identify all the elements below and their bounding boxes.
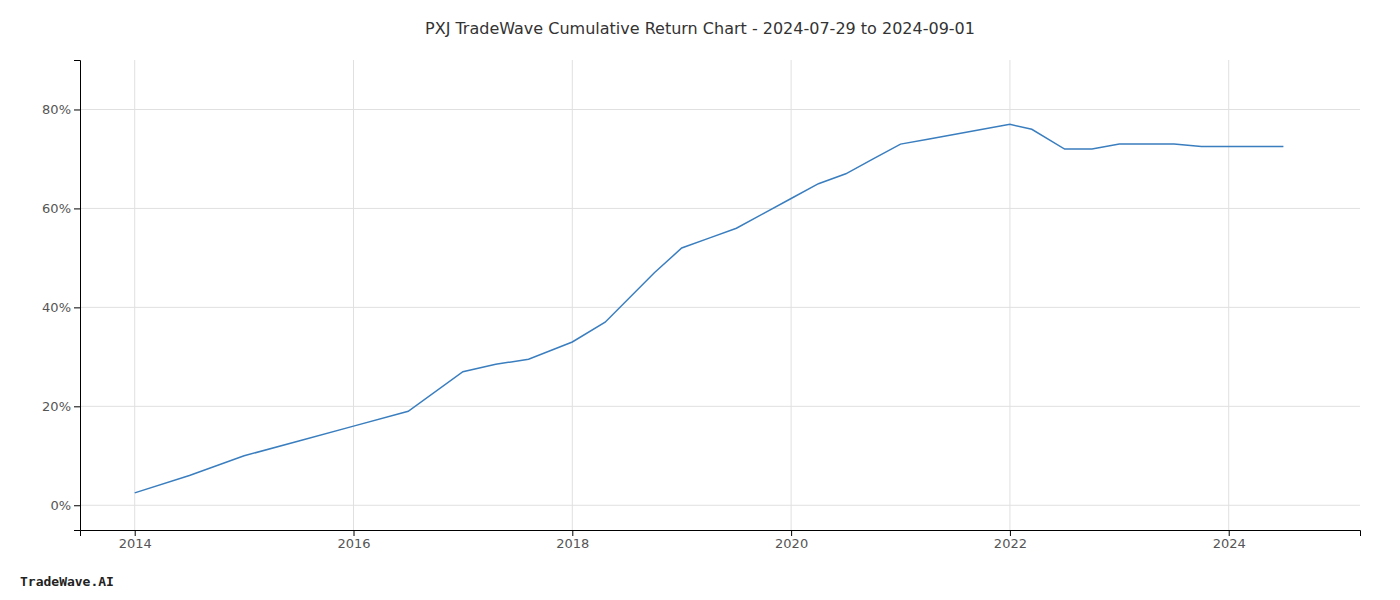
y-tick-mark xyxy=(74,505,80,506)
grid-line-y xyxy=(80,505,1360,506)
marks xyxy=(135,124,1284,493)
grid-line-y xyxy=(80,307,1360,308)
grid-line-y xyxy=(80,109,1360,110)
y-axis-line xyxy=(74,61,81,531)
y-tick: 20% xyxy=(42,399,80,414)
y-axis: 0% 20% 40% 60% 80% xyxy=(42,61,80,531)
x-tick-label: 2022 xyxy=(994,536,1027,551)
x-tick-label: 2016 xyxy=(337,536,370,551)
y-tick-mark xyxy=(74,406,80,407)
y-tick: 80% xyxy=(42,102,80,117)
x-tick-mark xyxy=(1229,530,1230,536)
x-tick: 2016 xyxy=(337,530,370,551)
chart-svg: 2014 2016 2018 2020 2022 2024 0% 20% 40% 60% 80% PX… xyxy=(0,0,1400,600)
y-tick-label: 0% xyxy=(50,498,71,513)
x-tick: 2022 xyxy=(994,530,1027,551)
x-tick: 2014 xyxy=(119,530,152,551)
x-tick-label: 2020 xyxy=(775,536,808,551)
y-tick: 0% xyxy=(50,498,80,513)
x-tick-mark xyxy=(1010,530,1011,536)
y-tick-mark xyxy=(74,307,80,308)
x-tick-label: 2014 xyxy=(119,536,152,551)
chart-container: 2014 2016 2018 2020 2022 2024 0% 20% 40% 60% 80% PX… xyxy=(0,0,1400,600)
y-tick-mark xyxy=(74,208,80,209)
grid-line-y xyxy=(80,208,1360,209)
x-tick-label: 2018 xyxy=(556,536,589,551)
x-axis: 2014 2016 2018 2020 2022 2024 xyxy=(81,530,1361,551)
x-axis-line xyxy=(81,531,1361,537)
y-tick: 60% xyxy=(42,201,80,216)
grid xyxy=(80,60,1360,530)
y-tick-label: 20% xyxy=(42,399,71,414)
grid-line-x xyxy=(134,60,135,530)
x-tick: 2018 xyxy=(556,530,589,551)
grid-line-y xyxy=(80,406,1360,407)
x-tick: 2020 xyxy=(775,530,808,551)
grid-line-x xyxy=(1228,60,1229,530)
grid-line-x xyxy=(791,60,792,530)
x-tick-mark xyxy=(354,530,355,536)
line xyxy=(135,124,1284,493)
plot-area: 2014 2016 2018 2020 2022 2024 0% 20% 40% 60% 80% xyxy=(42,60,1360,551)
y-tick-label: 60% xyxy=(42,201,71,216)
x-tick-mark xyxy=(135,530,136,536)
grid-line-x xyxy=(572,60,573,530)
x-tick-mark xyxy=(791,530,792,536)
grid-line-x xyxy=(353,60,354,530)
y-tick-label: 80% xyxy=(42,102,71,117)
annotation: TradeWave.AI xyxy=(20,574,114,589)
title: PXJ TradeWave Cumulative Return Chart - … xyxy=(425,19,975,38)
y-tick-mark xyxy=(74,109,80,110)
x-tick-label: 2024 xyxy=(1213,536,1246,551)
x-tick: 2024 xyxy=(1213,530,1246,551)
y-tick-label: 40% xyxy=(42,300,71,315)
x-tick-mark xyxy=(572,530,573,536)
y-tick: 40% xyxy=(42,300,80,315)
grid-line-x xyxy=(1009,60,1010,530)
